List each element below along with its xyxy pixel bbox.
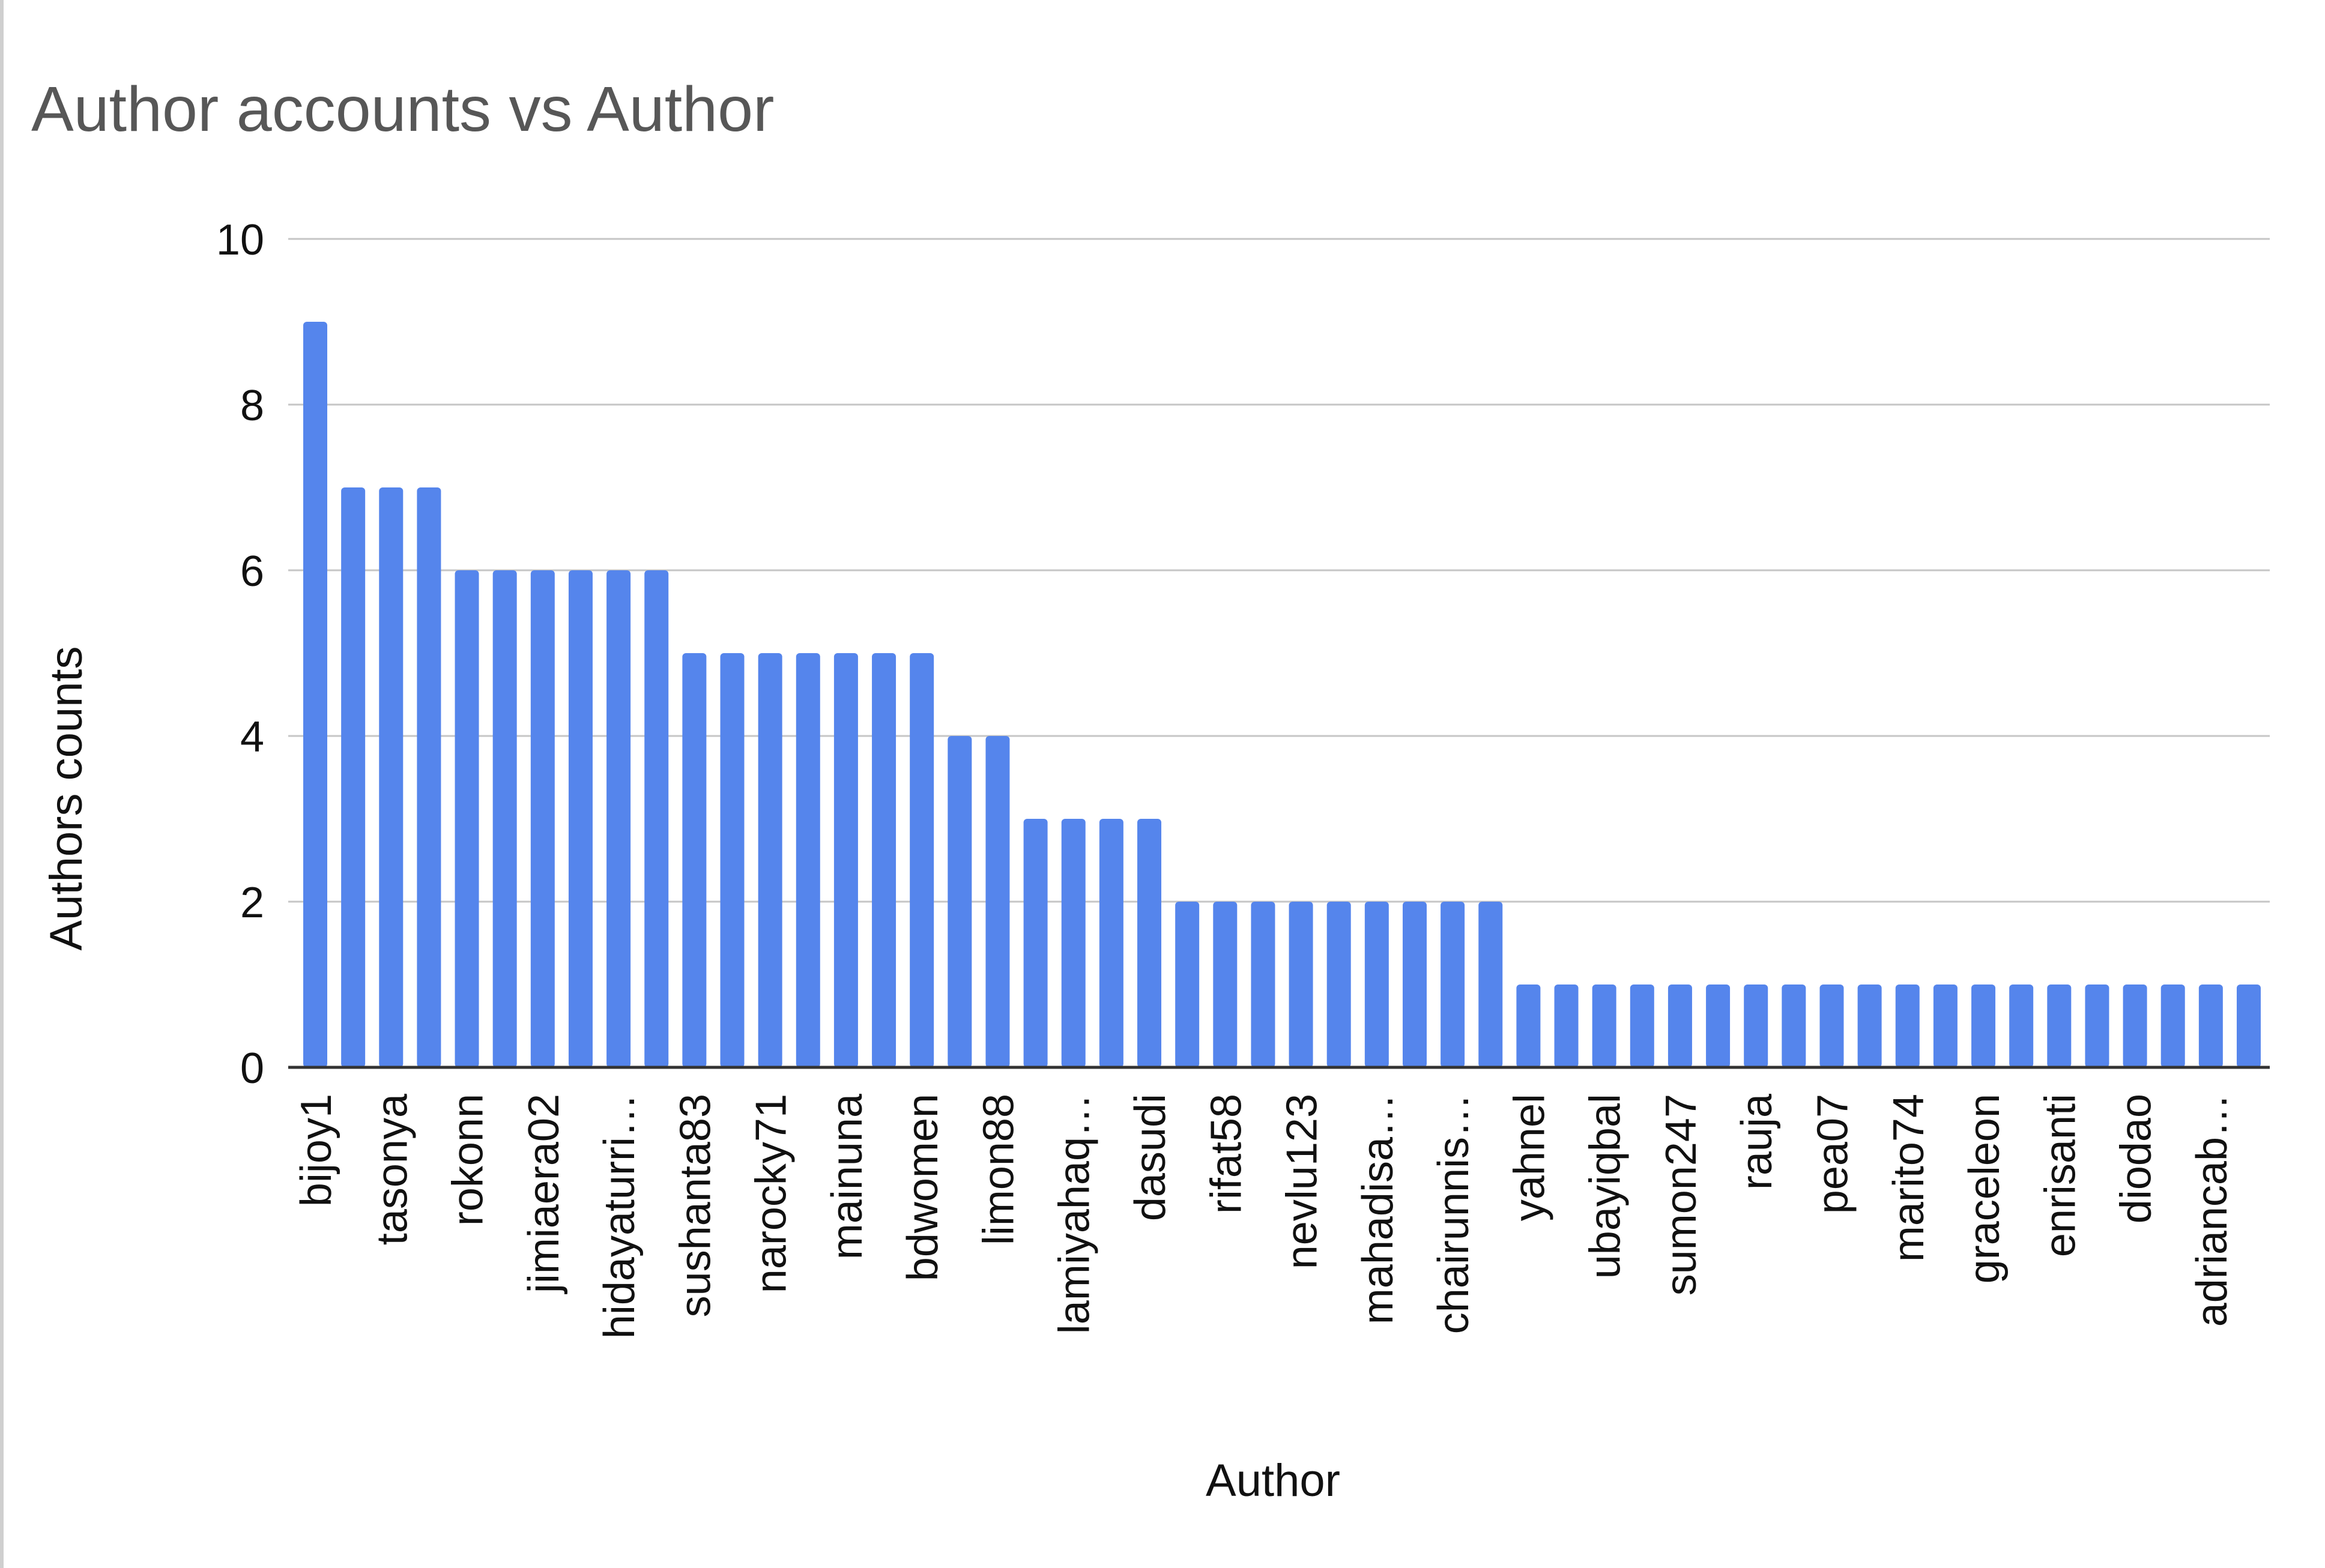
bar [1933,985,1958,1067]
y-tick-label: 10 [216,216,264,264]
bar [1516,985,1541,1067]
bar [379,487,404,1067]
y-axis-ticks: 0 2 4 6 8 10 [216,216,264,1093]
bar [910,653,934,1067]
x-tick-label: yahnel [1505,1094,1553,1221]
bar [2123,985,2147,1067]
x-tick-label: adriancab… [2188,1094,2236,1327]
y-tick-label: 6 [240,547,264,596]
bar [948,736,972,1067]
bar [1857,985,1882,1067]
bar [568,570,593,1067]
bar [2237,985,2261,1067]
bar [1744,985,1768,1067]
bar [1402,902,1427,1067]
bar [2047,985,2072,1067]
chart-title: Author accounts vs Author [31,74,774,145]
bar [1819,985,1844,1067]
bar [1137,819,1162,1067]
bar [2160,985,2185,1067]
bar [796,653,820,1067]
x-tick-label: sumon247 [1657,1094,1705,1295]
bar [1971,985,1996,1067]
bar [985,736,1010,1067]
bar [682,653,707,1067]
bar [1213,902,1238,1067]
y-axis-title: Authors counts [41,647,92,951]
bar [1099,819,1123,1067]
y-tick-label: 8 [240,382,264,430]
x-tick-label: rauja [1733,1093,1781,1190]
bar [2009,985,2034,1067]
bar [1175,902,1200,1067]
bar [1554,985,1579,1067]
bar [455,570,479,1067]
x-tick-label: chairunnis… [1430,1094,1478,1334]
bar [1478,902,1503,1067]
bar [1895,985,1920,1067]
x-tick-label: narocky71 [748,1094,796,1293]
bar [1592,985,1616,1067]
bar [417,487,441,1067]
bar [530,570,555,1067]
x-tick-label: lamiyahaq… [1051,1094,1099,1334]
bar [1706,985,1731,1067]
bar [758,653,782,1067]
x-tick-label: enrisanti [2036,1094,2084,1257]
x-tick-label: marito74 [1885,1094,1933,1262]
bar [2198,985,2223,1067]
bar [606,570,631,1067]
y-tick-label: 4 [240,713,264,761]
x-tick-label: nevlu123 [1278,1094,1326,1269]
bar [2085,985,2109,1067]
page-edge [0,0,4,1568]
x-tick-label: ubayiqbal [1582,1094,1630,1279]
x-tick-label: bijoy1 [292,1094,340,1207]
bar [872,653,896,1067]
bar [720,653,745,1067]
x-tick-label: dasudi [1126,1094,1175,1221]
bar [1667,985,1692,1067]
x-tick-label: graceleon [1961,1094,2009,1283]
bar [303,322,327,1067]
x-tick-label: mainuna [823,1093,871,1259]
bar [1364,902,1389,1067]
bar [1782,985,1806,1067]
x-tick-label: diodao [2112,1094,2160,1223]
bar [644,570,669,1067]
bar [1630,985,1654,1067]
bar [1289,902,1313,1067]
x-tick-label: sushanta83 [671,1094,719,1317]
bar [1251,902,1275,1067]
x-axis-labels: bijoy1 tasonya rokonn jimiaera02 hidayaturri… [292,1093,2236,1339]
x-tick-label: rifat58 [1202,1094,1250,1214]
bar [1326,902,1351,1067]
x-tick-label: hidayaturri… [596,1094,644,1339]
x-tick-label: jimiaera02 [520,1094,568,1294]
bar [1023,819,1048,1067]
y-tick-label: 2 [240,879,264,927]
x-tick-label: pea07 [1809,1094,1857,1214]
x-tick-label: bdwomen [899,1094,947,1281]
x-axis-title: Author [1206,1455,1340,1506]
bar [1441,902,1465,1067]
bar [341,487,366,1067]
bar [1061,819,1086,1067]
y-tick-label: 0 [240,1045,264,1093]
x-tick-label: tasonya [368,1093,416,1245]
bar [492,570,517,1067]
bar [833,653,858,1067]
x-tick-label: mahadisa… [1354,1094,1402,1324]
x-tick-label: rokonn [444,1094,492,1226]
x-tick-label: limon88 [975,1094,1023,1245]
bars [288,322,2270,1069]
